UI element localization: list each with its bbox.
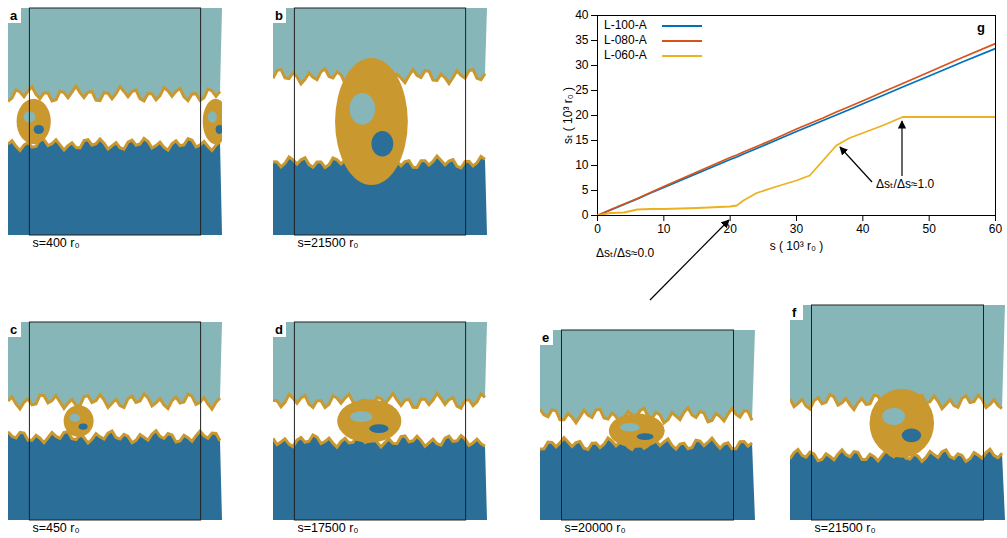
- svg-text:0: 0: [594, 222, 601, 236]
- svg-text:30: 30: [575, 58, 589, 72]
- svg-text:10: 10: [575, 158, 589, 172]
- html-text:Δsₜ/Δs≈1.0: Δsₜ/Δs≈1.0: [876, 177, 935, 191]
- svg-text:20: 20: [575, 108, 589, 122]
- svg-text:15: 15: [575, 133, 589, 147]
- svg-text:c: c: [10, 322, 17, 337]
- svg-text:f: f: [792, 305, 797, 320]
- svg-text:e: e: [542, 330, 549, 345]
- svg-text:5: 5: [582, 183, 589, 197]
- svg-text:40: 40: [856, 222, 870, 236]
- svg-text:s=450 r₀: s=450 r₀: [32, 521, 79, 535]
- svg-text:10: 10: [657, 222, 671, 236]
- svg-text:50: 50: [922, 222, 936, 236]
- svg-text:d: d: [275, 322, 283, 337]
- svg-text:a: a: [10, 8, 18, 23]
- svg-text:35: 35: [575, 33, 589, 47]
- svg-text:60: 60: [989, 222, 1003, 236]
- html-text:Δsₜ/Δs≈0.0: Δsₜ/Δs≈0.0: [596, 246, 655, 260]
- svg-text:30: 30: [790, 222, 804, 236]
- svg-text:b: b: [275, 8, 283, 23]
- svg-text:40: 40: [575, 8, 589, 22]
- svg-text:0: 0: [582, 208, 589, 222]
- html-text:L-060-A: L-060-A: [604, 48, 647, 62]
- html-text:L-100-A: L-100-A: [604, 18, 647, 32]
- svg-text:20: 20: [723, 222, 737, 236]
- svg-text:25: 25: [575, 83, 589, 97]
- svg-text:sₜ ( 10³ r₀ ): sₜ ( 10³ r₀ ): [561, 87, 575, 144]
- svg-text:s ( 10³ r₀ ): s ( 10³ r₀ ): [770, 239, 824, 253]
- html-text:L-080-A: L-080-A: [604, 33, 647, 47]
- html-text:g: g: [977, 20, 985, 35]
- svg-text:s=20000 r₀: s=20000 r₀: [565, 521, 626, 535]
- svg-text:s=21500 r₀: s=21500 r₀: [815, 521, 876, 535]
- svg-text:s=21500 r₀: s=21500 r₀: [297, 236, 358, 250]
- svg-text:s=400 r₀: s=400 r₀: [32, 236, 79, 250]
- svg-text:s=17500 r₀: s=17500 r₀: [297, 521, 358, 535]
